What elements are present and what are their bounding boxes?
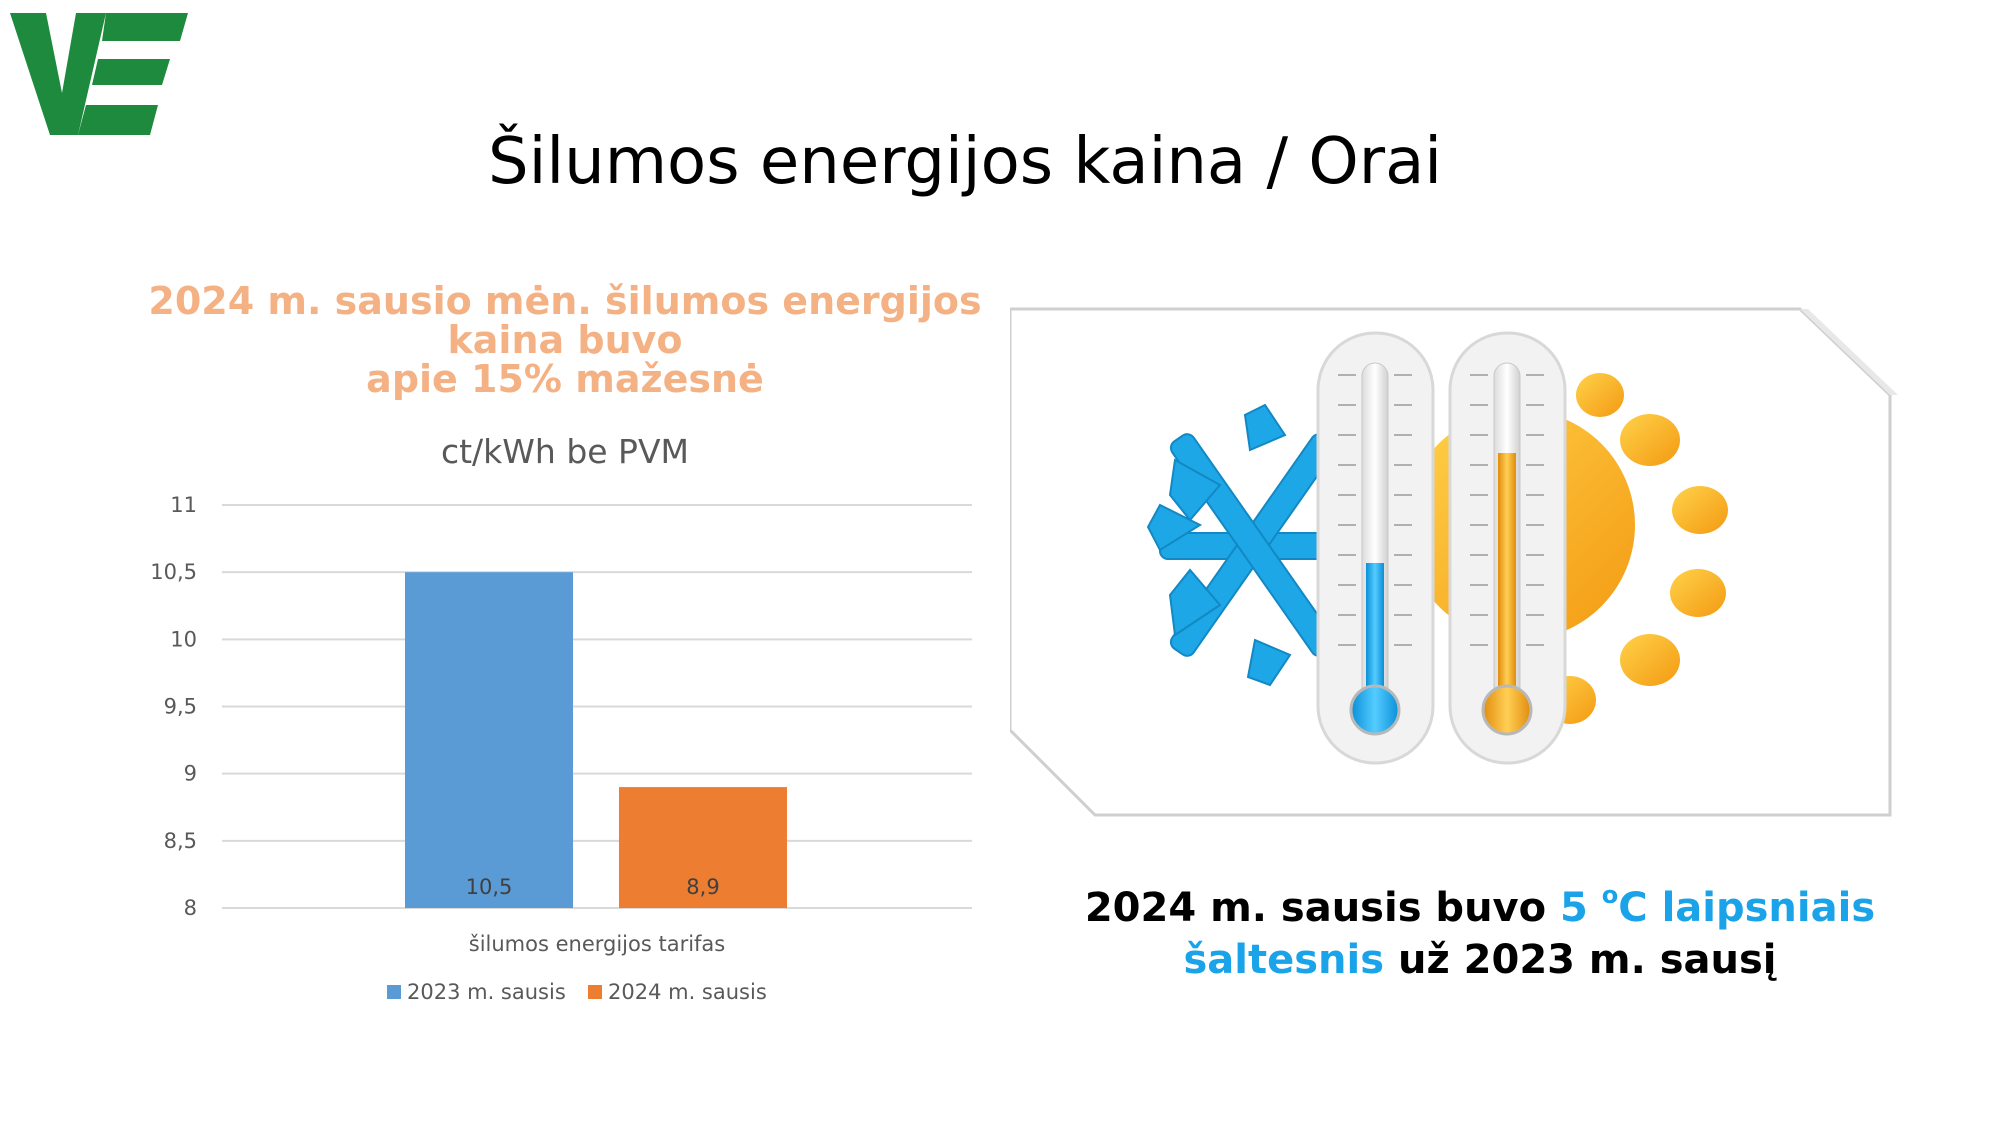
- caption-highlight: šaltesnis: [1183, 937, 1385, 983]
- y-tick-label: 9,5: [164, 695, 197, 719]
- y-tick-label: 10: [170, 627, 197, 651]
- bar-2024: [619, 787, 787, 908]
- y-tick-label: 9: [184, 762, 197, 786]
- y-tick-label: 8,5: [164, 829, 197, 853]
- caption-line-2: šaltesnis už 2023 m. sausį: [1050, 934, 1910, 986]
- caption-text: 2024 m. sausis buvo: [1084, 885, 1561, 931]
- company-logo: [10, 13, 188, 135]
- caption-text: už 2023 m. sausį: [1384, 937, 1777, 983]
- legend-label: 2024 m. sausis: [608, 980, 767, 1004]
- chart-title: ct/kWh be PVM: [440, 432, 690, 471]
- weather-illustration: [1010, 307, 1898, 817]
- x-category-label: šilumos energijos tarifas: [469, 932, 726, 956]
- legend-label: 2023 m. sausis: [407, 980, 566, 1004]
- snowflake-icon: [1146, 403, 1351, 687]
- caption-line-1: 2024 m. sausis buvo 5 oC laipsniais: [1050, 882, 1910, 934]
- headline-line-1: 2024 m. sausio mėn. šilumos energijos: [148, 279, 982, 323]
- y-tick-label: 11: [170, 493, 197, 517]
- page-title: Šilumos energijos kaina / Orai: [487, 125, 1443, 199]
- data-label: 8,9: [686, 875, 719, 899]
- price-headline: 2024 m. sausio mėn. šilumos energijos ka…: [140, 282, 990, 399]
- y-tick-label: 8: [184, 896, 197, 920]
- headline-line-3: apie 15% mažesnė: [366, 357, 764, 401]
- data-label: 10,5: [466, 875, 513, 899]
- headline-line-2: kaina buvo: [447, 318, 683, 362]
- thermometer-icon: [1448, 331, 1567, 765]
- bar-2023: [405, 572, 573, 908]
- weather-caption: 2024 m. sausis buvo 5 oC laipsniais šalt…: [1050, 882, 1910, 986]
- legend-swatch: [588, 985, 602, 999]
- caption-highlight: 5: [1560, 885, 1602, 931]
- thermometer-icon: [1316, 331, 1435, 765]
- degree-superscript: o: [1601, 881, 1619, 909]
- legend-swatch: [387, 985, 401, 999]
- y-tick-label: 10,5: [150, 560, 197, 584]
- caption-highlight: C laipsniais: [1618, 885, 1876, 931]
